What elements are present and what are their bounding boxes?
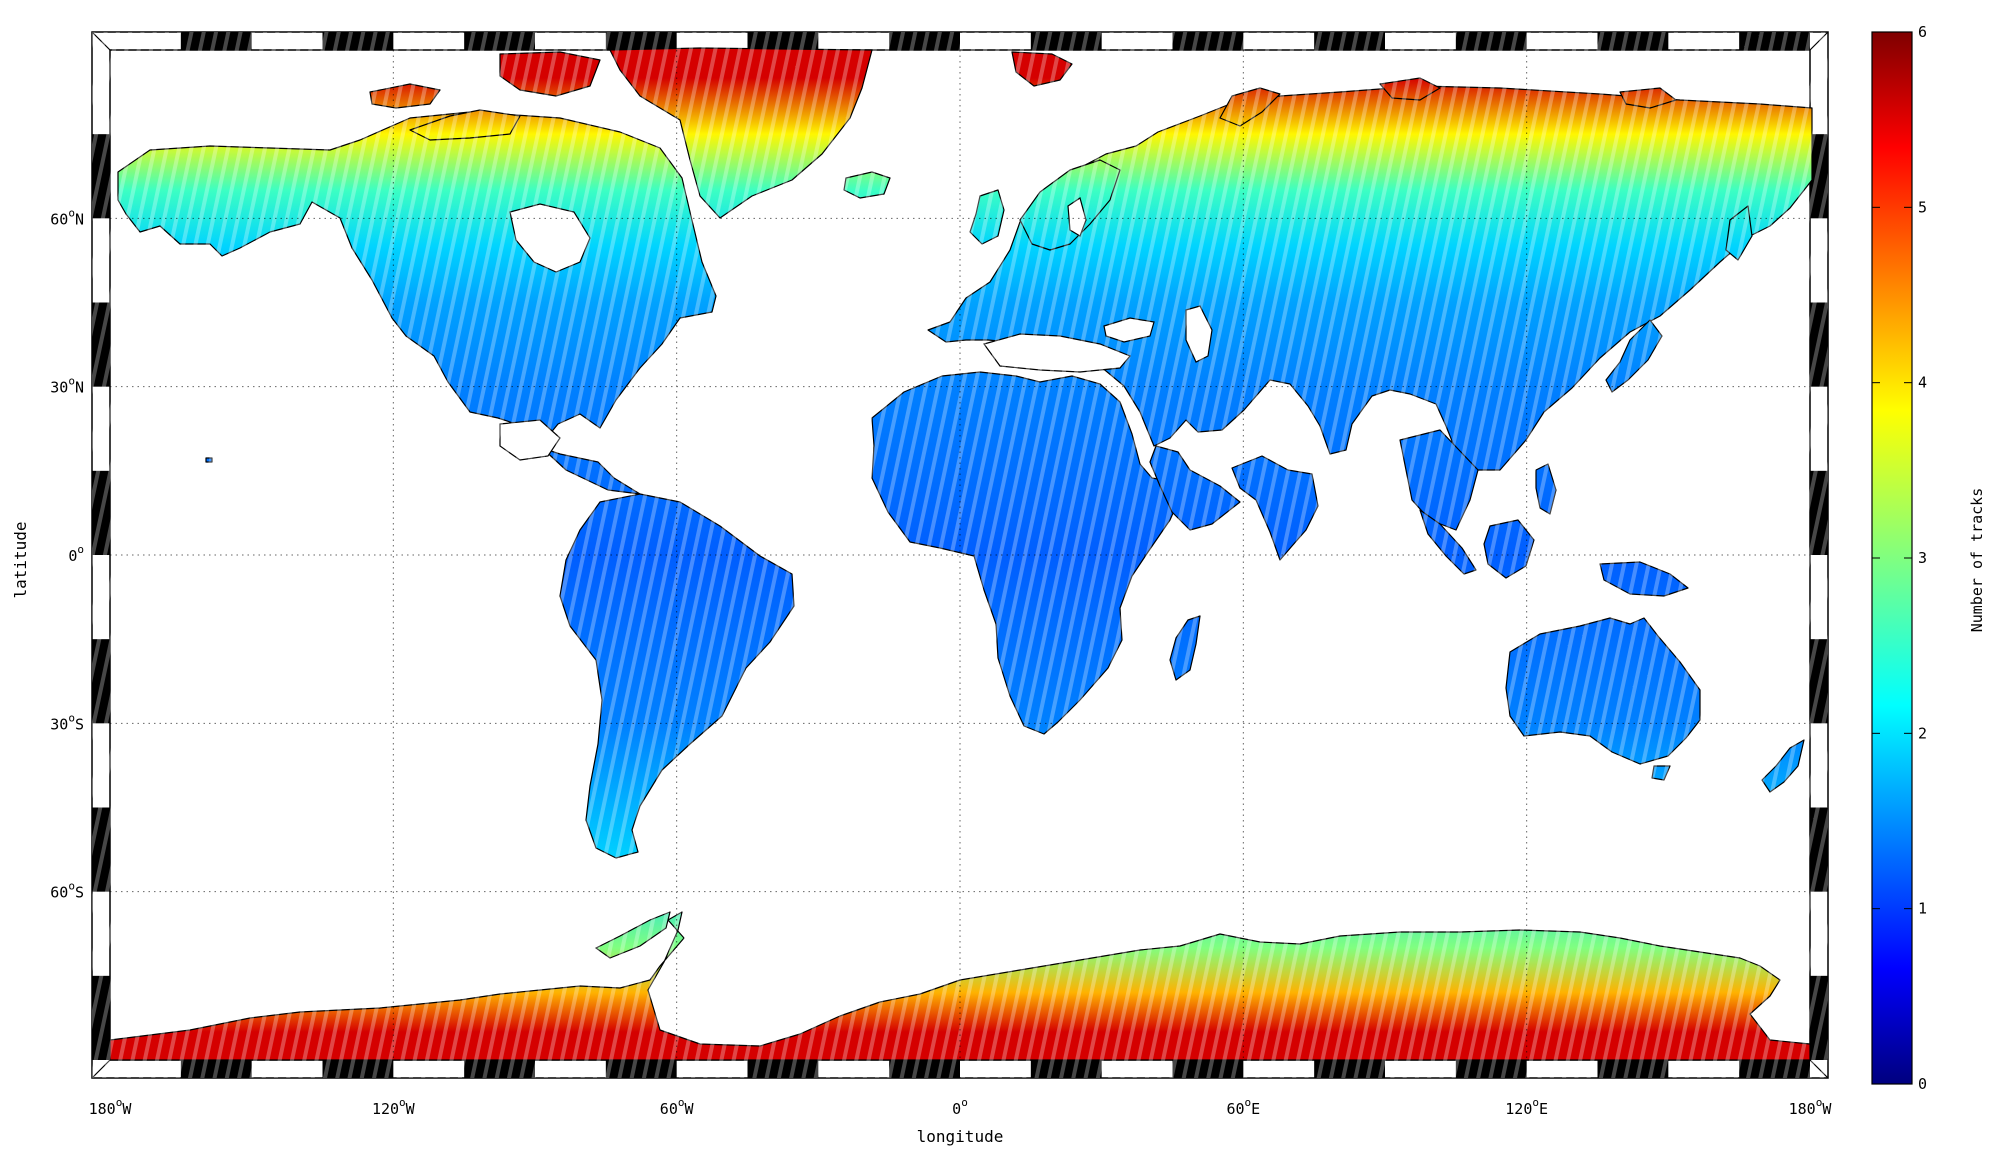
colorbar-label: Number of tracks bbox=[1968, 488, 1986, 633]
longitude-tick-label: 60oW bbox=[660, 1096, 695, 1118]
colorbar-tick-label: 0 bbox=[1918, 1075, 1927, 1093]
longitude-tick-labels: 180oW 120oW 60oW 0o 60oE 120oE 180oW bbox=[89, 1096, 1833, 1118]
longitude-tick-label: 180oW bbox=[1789, 1096, 1833, 1118]
colorbar-tick-label: 5 bbox=[1918, 198, 1927, 216]
latitude-tick-label: 30oN bbox=[50, 375, 84, 397]
latitude-tick-label: 60oN bbox=[50, 206, 84, 228]
colorbar-ticks: 0 1 2 3 4 5 6 bbox=[1872, 23, 1927, 1093]
colorbar-tick-label: 1 bbox=[1918, 900, 1927, 918]
colorbar: 0 1 2 3 4 5 6 Number of tracks bbox=[1871, 23, 1986, 1093]
colorbar-tick-label: 4 bbox=[1918, 374, 1927, 392]
colorbar-tick-label: 3 bbox=[1918, 549, 1927, 567]
longitude-tick-label: 0o bbox=[952, 1096, 968, 1118]
longitude-tick-label: 180oW bbox=[89, 1096, 133, 1118]
y-axis-label: latitude bbox=[11, 521, 30, 598]
colorbar-tick-label: 6 bbox=[1918, 23, 1927, 41]
latitude-tick-label: 30oS bbox=[50, 711, 84, 733]
longitude-tick-label: 60oE bbox=[1226, 1096, 1260, 1118]
latitude-tick-label: 60oS bbox=[50, 880, 84, 902]
longitude-tick-label: 120oE bbox=[1505, 1096, 1548, 1118]
latitude-tick-labels: 60oN 30oN 0o 30oS 60oS bbox=[50, 206, 84, 901]
graticule bbox=[110, 50, 1810, 1060]
colorbar-tick-label: 2 bbox=[1918, 724, 1927, 742]
latitude-tick-label: 0o bbox=[68, 543, 84, 565]
longitude-tick-label: 120oW bbox=[372, 1096, 416, 1118]
x-axis-label: longitude bbox=[917, 1127, 1004, 1146]
